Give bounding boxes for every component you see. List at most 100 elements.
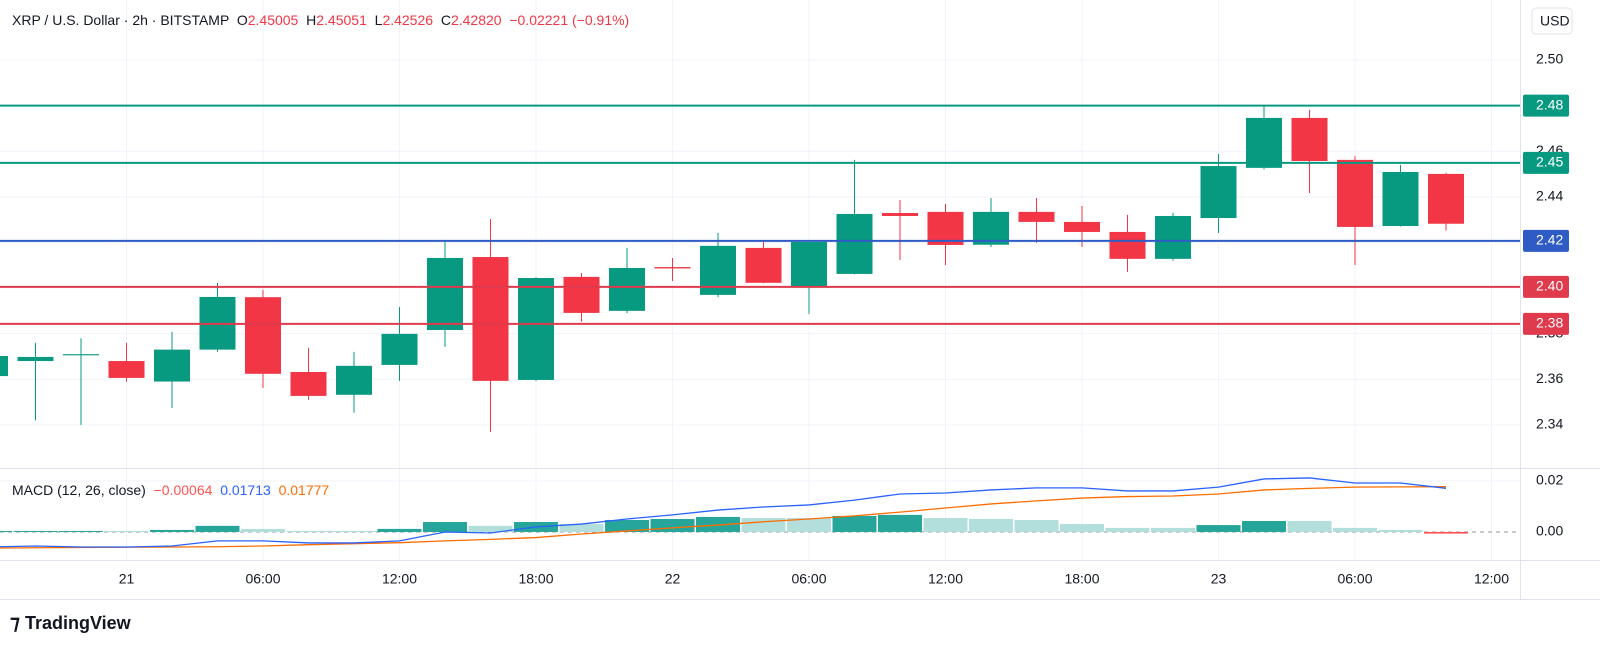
y-tick-label: 2.36 — [1536, 370, 1563, 386]
branding[interactable]: ⁊ TradingView — [10, 612, 131, 634]
candle-body — [973, 211, 1009, 245]
currency-box[interactable] — [1531, 7, 1573, 35]
ohlc-letter: O — [236, 12, 248, 28]
candle-body — [927, 211, 964, 245]
ohlc-value: 2.45005 — [247, 12, 299, 28]
histogram-bar — [878, 514, 922, 532]
histogram-bar — [1060, 524, 1104, 532]
histogram-bar — [1333, 527, 1377, 532]
ohlc-value: 2.42526 — [382, 12, 434, 28]
histogram-bar — [1105, 527, 1150, 532]
y-tick-label: 0.02 — [1536, 472, 1563, 488]
candle-body — [1382, 171, 1419, 227]
change: −0.02221 (−0.91%) — [509, 12, 630, 28]
histogram-value: −0.00064 — [153, 482, 213, 498]
histogram-bar — [650, 518, 695, 532]
histogram-bar — [59, 530, 103, 532]
candle-body — [245, 297, 281, 374]
candle-body — [882, 213, 918, 216]
histogram-bar — [286, 530, 331, 532]
candle-body — [518, 278, 554, 380]
candle-body — [154, 349, 190, 382]
x-tick-label: 22 — [665, 571, 681, 587]
brand-name[interactable]: TradingView — [24, 613, 131, 633]
candle-body — [17, 356, 54, 362]
level-label: 2.48 — [1536, 96, 1563, 112]
candle-body — [791, 241, 827, 287]
candle-body — [108, 361, 145, 378]
x-tick-label: 06:00 — [791, 571, 826, 587]
x-tick-label: 12:00 — [928, 571, 963, 587]
candle-body — [1428, 173, 1464, 224]
candle-body — [1200, 166, 1237, 219]
histogram-bar — [787, 517, 831, 532]
candle-body — [1291, 117, 1328, 162]
currency[interactable]: USD — [1540, 13, 1570, 29]
candle-body — [654, 267, 691, 269]
macd-value: 0.01713 — [220, 482, 271, 498]
x-tick-label: 23 — [1211, 571, 1227, 587]
candle-body — [1109, 231, 1146, 259]
x-tick-label: 18:00 — [1064, 571, 1099, 587]
histogram-bar — [332, 530, 376, 532]
candle-body — [745, 247, 782, 283]
candle-body — [1018, 211, 1055, 222]
histogram-bar — [241, 528, 285, 532]
ohlc-value: 2.45051 — [316, 12, 367, 28]
symbol: XRP / U.S. Dollar · 2h · BITSTAMP — [12, 12, 230, 28]
macd-title: MACD (12, 26, close) — [12, 482, 146, 498]
y-tick-label: 2.34 — [1536, 416, 1563, 432]
histogram-bar — [923, 517, 968, 532]
histogram-bar — [1014, 519, 1059, 532]
x-tick-label: 21 — [119, 571, 135, 587]
ohlc-letter: H — [306, 12, 317, 28]
candle-body — [336, 365, 372, 395]
histogram-bar — [195, 525, 240, 532]
x-tick-label: 06:00 — [1337, 571, 1372, 587]
x-tick-label: 06:00 — [245, 571, 280, 587]
level-badge — [1523, 151, 1569, 174]
histogram-bar — [423, 522, 467, 532]
histogram-bar — [1196, 525, 1241, 532]
histogram-bar — [468, 525, 513, 532]
candle-body — [609, 267, 645, 311]
level-label: 2.40 — [1536, 278, 1563, 294]
histogram-bar — [1151, 527, 1195, 532]
level-badge — [1523, 229, 1569, 252]
candle-body — [290, 371, 327, 396]
x-tick-label: 18:00 — [518, 571, 553, 587]
macd-legend: MACD (12, 26, close) −0.00064 0.01713 0.… — [12, 482, 329, 498]
histogram-bar — [1378, 529, 1423, 532]
candle-body — [63, 354, 99, 356]
candle-body — [427, 257, 463, 331]
level-label: 2.45 — [1536, 154, 1563, 170]
candle-body — [1064, 221, 1100, 232]
level-label: 2.38 — [1536, 315, 1563, 331]
ohlc-value: 2.42820 — [450, 12, 502, 28]
histogram-bar — [1242, 521, 1286, 532]
histogram-bar — [150, 529, 194, 532]
histogram-bar — [1424, 531, 1468, 534]
level-badge — [1523, 94, 1569, 117]
histogram-bar — [605, 519, 649, 532]
candle-body — [1155, 215, 1191, 259]
symbol-legend: XRP / U.S. Dollar · 2h · BITSTAMP O2.450… — [12, 12, 629, 28]
histogram-bar — [104, 530, 149, 532]
histogram-bar — [559, 524, 604, 532]
y-tick-label: 0.00 — [1536, 523, 1563, 539]
y-tick-label: 2.50 — [1536, 51, 1563, 67]
candle-body — [472, 257, 509, 381]
candle-body — [836, 213, 873, 274]
axis-layer: 2.342.362.382.402.422.442.462.482.500210… — [119, 51, 1569, 587]
macd-line — [0, 477, 1447, 548]
histogram-bar — [377, 528, 422, 532]
signal-line — [0, 486, 1447, 549]
histogram-bar — [969, 518, 1013, 532]
x-tick-label: 12:00 — [382, 571, 417, 587]
level-label: 2.42 — [1536, 232, 1563, 248]
x-tick-label: 12:00 — [1474, 571, 1509, 587]
ohlc-letter: C — [440, 12, 451, 28]
candle-body — [381, 333, 418, 365]
